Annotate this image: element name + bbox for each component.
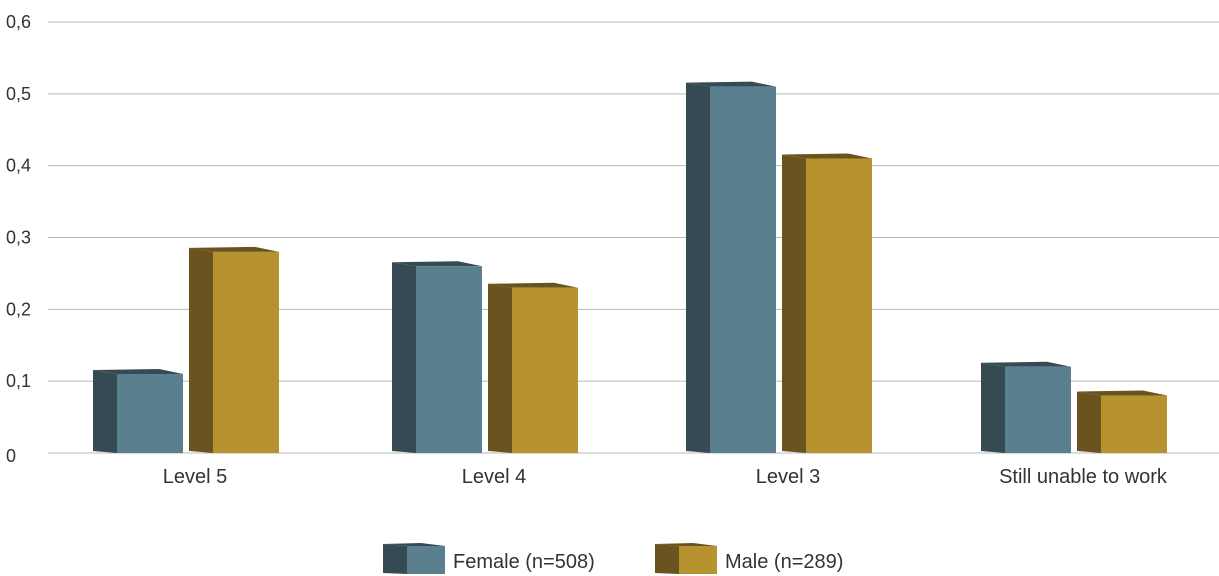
x-tick-label: Level 3 [756, 466, 821, 488]
legend-swatch-top [655, 543, 717, 546]
bar-top [686, 81, 776, 87]
bar-front [1101, 395, 1167, 453]
y-tick-label: 0 [6, 446, 16, 466]
bar-top [1077, 390, 1167, 396]
legend-label: Male (n=289) [725, 551, 843, 573]
bar-front [806, 158, 872, 453]
bar-side [93, 369, 117, 453]
y-tick-label: 0,1 [6, 371, 31, 391]
bar-front [1005, 366, 1071, 453]
bar [189, 246, 279, 453]
bar-top [782, 153, 872, 159]
y-tick-label: 0,4 [6, 156, 31, 176]
x-tick-label: Still unable to work [999, 466, 1168, 488]
bar-side [392, 262, 416, 453]
legend-label: Female (n=508) [453, 551, 595, 573]
legend-item: Female (n=508) [383, 543, 595, 574]
bar-front [416, 266, 482, 453]
bar-side [488, 283, 512, 453]
bar [981, 361, 1071, 453]
y-tick-label: 0,6 [6, 12, 31, 32]
x-tick-label: Level 5 [163, 466, 228, 488]
y-tick-label: 0,3 [6, 228, 31, 248]
legend-swatch [407, 546, 445, 574]
bar [488, 282, 578, 453]
legend-swatch-top [383, 543, 445, 546]
y-axis-ticks: 0 0,1 0,2 0,3 0,4 0,5 0,6 [6, 12, 31, 466]
bar-side [981, 362, 1005, 453]
bar-front [213, 251, 279, 453]
bar-side [189, 247, 213, 453]
bar-side [782, 154, 806, 453]
bar-top [189, 246, 279, 252]
bar [1077, 390, 1167, 453]
bar [782, 153, 872, 453]
legend-swatch-side [383, 544, 407, 574]
legend: Female (n=508) Male (n=289) [383, 543, 843, 574]
bar-front [710, 86, 776, 454]
bar-front [512, 287, 578, 453]
legend-swatch [679, 546, 717, 574]
bar [686, 81, 776, 454]
bar-top [392, 261, 482, 267]
y-tick-label: 0,2 [6, 299, 31, 319]
bar-top [488, 282, 578, 288]
x-axis-labels: Level 5 Level 4 Level 3 Still unable to wor… [163, 466, 1168, 488]
bars [93, 81, 1167, 454]
bar [93, 368, 183, 453]
bar-top [93, 368, 183, 374]
bar [392, 261, 482, 453]
y-tick-label: 0,5 [6, 84, 31, 104]
legend-item: Male (n=289) [655, 543, 843, 574]
legend-swatch-side [655, 544, 679, 574]
bar-side [1077, 391, 1101, 453]
bar-front [117, 373, 183, 453]
bar-side [686, 82, 710, 454]
bar-top [981, 361, 1071, 367]
x-tick-label: Level 4 [462, 466, 527, 488]
